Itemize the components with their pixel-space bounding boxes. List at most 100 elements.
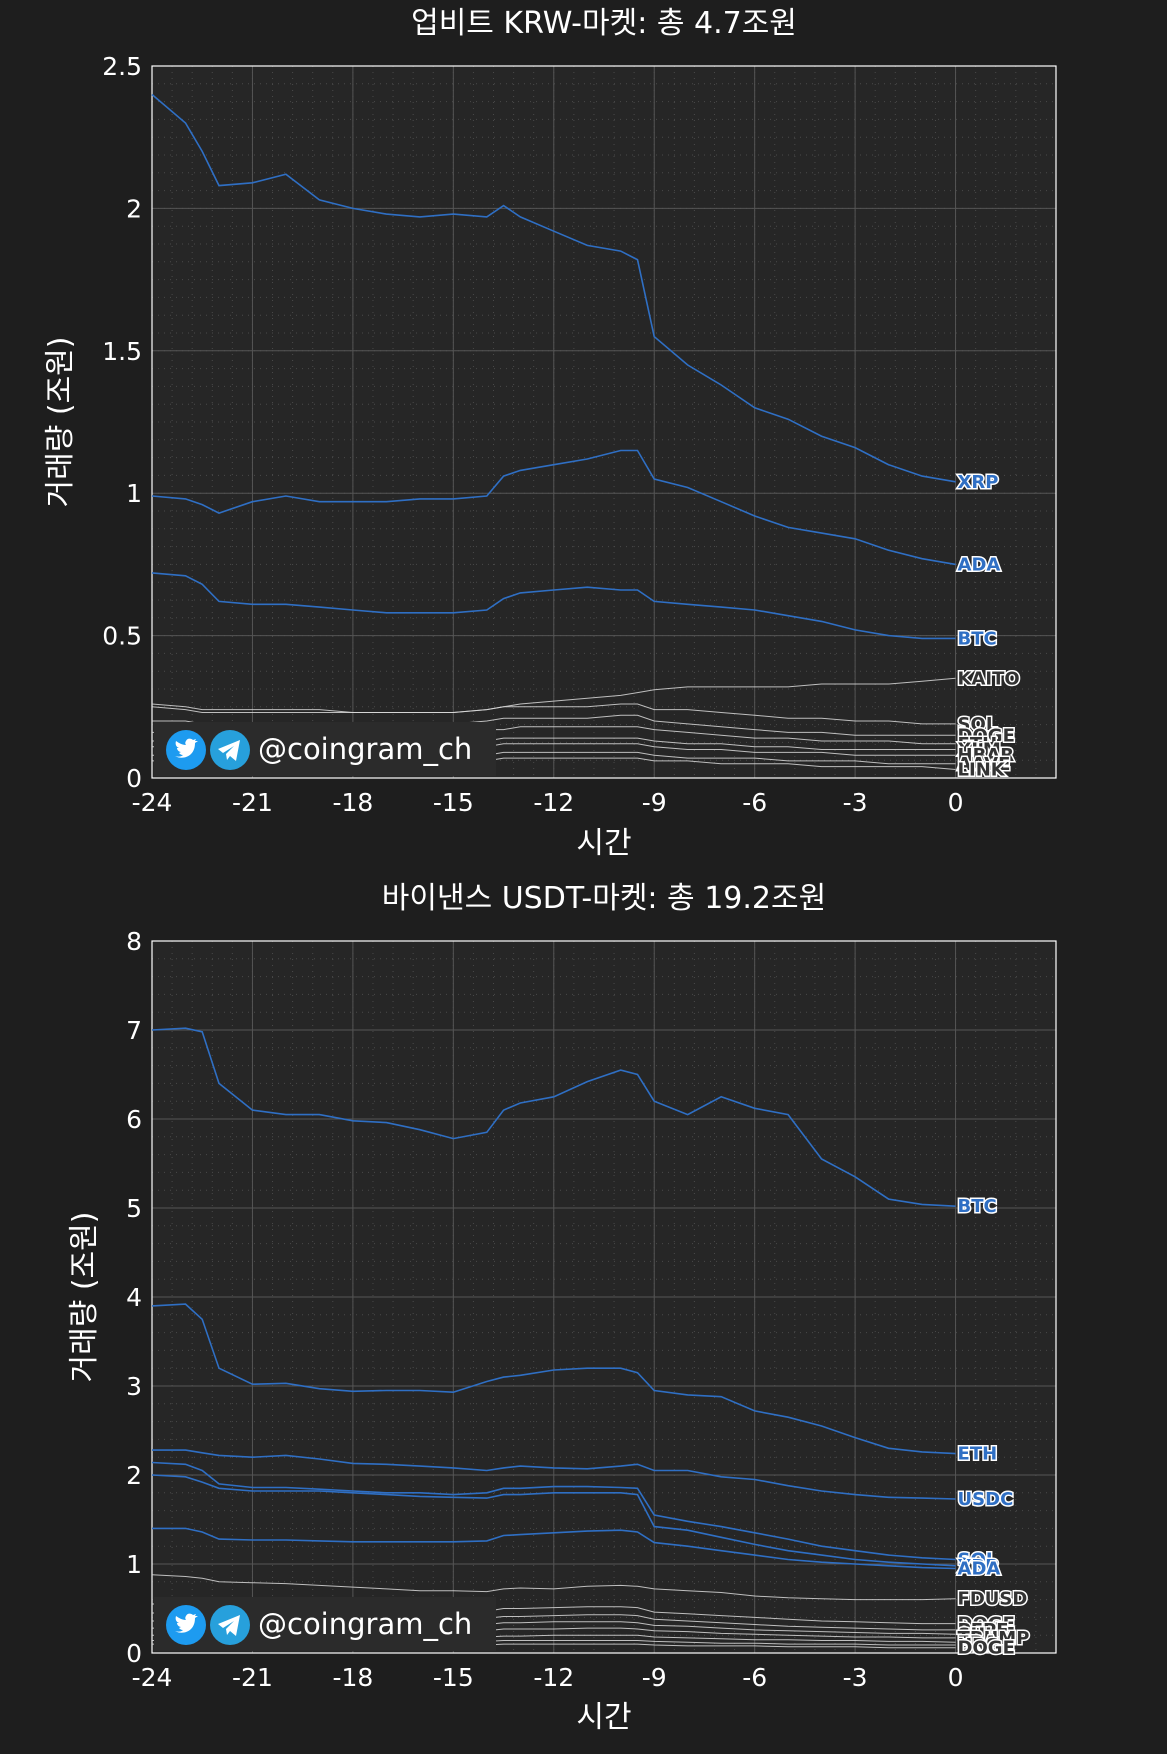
x-axis-label: 시간 [576, 1700, 631, 1735]
series-label-pepe: PEPE [958, 1620, 1009, 1641]
y-tick-labels: 0 1 2 3 4 5 6 7 8 [126, 927, 142, 1668]
series-label-btc: BTC [958, 1196, 997, 1217]
x-tick-label: -12 [533, 1663, 574, 1692]
y-tick-label: 1 [126, 479, 142, 508]
twitter-icon [166, 1605, 206, 1645]
x-tick-label: -12 [533, 788, 574, 817]
series-label-hbar: HBAR [958, 745, 1015, 766]
y-tick-label: 2 [126, 194, 142, 223]
series-label-eth: ETH [958, 734, 998, 755]
y-tick-labels: 0 0.5 1 1.5 2 2.5 [102, 52, 142, 793]
twitter-icon [166, 730, 206, 770]
series-line-xrp [151, 93, 956, 483]
y-tick-label: 7 [126, 1016, 142, 1045]
series-line-sol [151, 703, 956, 725]
series-line-sol [151, 1461, 956, 1561]
series-label-ada: ADA [958, 1558, 1001, 1579]
series-line-kaito [151, 677, 956, 713]
x-tick-label: -18 [332, 1663, 373, 1692]
chart-title: 바이낸스 USDT-마켓: 총 19.2조원 [382, 881, 826, 916]
series-label-sui: SUI [958, 1624, 992, 1645]
telegram-plane-shape [218, 1615, 240, 1636]
y-tick-label: 0 [126, 1639, 142, 1668]
watermark-handle: @coingram_ch [258, 1607, 472, 1641]
series-label-urs: URS [958, 1635, 999, 1656]
y-tick-label: 5 [126, 1194, 142, 1223]
series-label-aave: AAVE [958, 754, 1011, 775]
twitter-bird-shape [175, 1613, 198, 1633]
minor-grid [151, 65, 1056, 779]
series-label-doge: DOGE [958, 725, 1015, 746]
series-line-ada [152, 1527, 956, 1570]
series-label-fdusd: FDUSD [958, 1589, 1028, 1610]
x-tick-label: 0 [948, 788, 964, 817]
series-line-fdusd [151, 1574, 956, 1601]
series-label-doge: DOGE [958, 1638, 1015, 1659]
x-tick-label: -3 [843, 788, 868, 817]
telegram-icon [210, 730, 250, 770]
y-axis-label: 거래량 (조원) [67, 1212, 102, 1383]
y-axis-label: 거래량 (조원) [43, 337, 78, 508]
x-tick-label: -9 [642, 1663, 667, 1692]
telegram-icon [210, 1605, 250, 1645]
x-tick-label: -21 [232, 1663, 273, 1692]
telegram-plane-shape [218, 740, 240, 761]
series-lines [151, 1027, 956, 1649]
series-label-ada: ADA [958, 554, 1001, 575]
x-axis-label: 시간 [576, 826, 631, 861]
watermark: @coingram_ch [154, 1597, 496, 1651]
plot-frame [151, 65, 1057, 779]
x-tick-label: -9 [642, 788, 667, 817]
series-line-btc [151, 572, 956, 640]
x-tick-labels: -24 -21 -18 -15 -12 -9 -6 -3 0 [132, 1663, 964, 1692]
x-tick-label: -3 [843, 1663, 868, 1692]
y-tick-label: 6 [126, 1105, 142, 1134]
series-label-xrp: XRP [958, 1556, 999, 1577]
series-label-btc: BTC [958, 628, 997, 649]
series-label-trump: TRUMP [958, 1628, 1030, 1649]
chart-title: 업비트 KRW-마켓: 총 4.7조원 [411, 6, 797, 41]
y-tick-label: 1.5 [102, 337, 142, 366]
series-label-doge: DOGE [958, 1614, 1015, 1635]
watermark-handle: @coingram_ch [258, 732, 472, 766]
y-tick-label: 0 [126, 764, 142, 793]
x-tick-label: -15 [433, 788, 474, 817]
series-label-era: ERA [958, 1632, 998, 1653]
series-line-btc [151, 1027, 956, 1207]
x-tick-labels: -24 -21 -18 -15 -12 -9 -6 -3 0 [132, 788, 964, 817]
y-tick-label: 8 [126, 927, 142, 956]
series-line-xrp [151, 1474, 956, 1567]
x-tick-label: -21 [232, 788, 273, 817]
x-tick-label: -24 [132, 788, 173, 817]
watermark: @coingram_ch [154, 722, 496, 776]
twitter-bird-shape [175, 738, 198, 758]
series-label-kaito: KAITO [958, 668, 1020, 689]
x-tick-label: -24 [132, 1663, 173, 1692]
y-tick-label: 2 [126, 1461, 142, 1490]
series-line-usdc [152, 1449, 956, 1500]
y-tick-label: 3 [126, 1372, 142, 1401]
series-label-eth: ETH [958, 1444, 998, 1465]
x-tick-label: -6 [742, 1663, 767, 1692]
x-tick-label: 0 [948, 1663, 964, 1692]
series-label-xrp: XRP [958, 472, 999, 493]
x-tick-label: -18 [332, 788, 373, 817]
series-label-usdc: USDC [958, 1489, 1014, 1510]
series-line-eth [151, 1303, 956, 1455]
y-tick-label: 0.5 [102, 622, 142, 651]
y-tick-label: 4 [126, 1283, 142, 1312]
plot-frame [151, 940, 1057, 1654]
series-label-sol: SOL [958, 1550, 998, 1571]
series-label-sol: SOL [958, 714, 998, 735]
x-tick-label: -15 [433, 1663, 474, 1692]
series-label-xlm: XLM [958, 740, 1001, 761]
series-label-link: LINK [958, 759, 1006, 780]
y-tick-label: 2.5 [102, 52, 142, 81]
y-tick-label: 1 [126, 1550, 142, 1579]
